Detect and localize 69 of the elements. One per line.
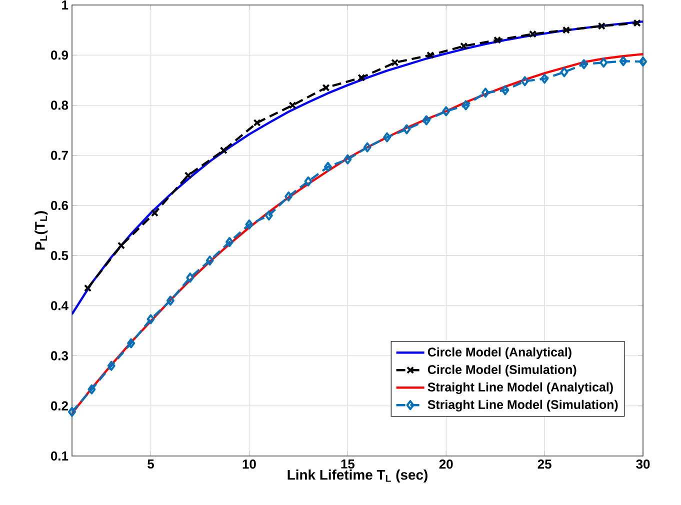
point	[146, 314, 155, 324]
point	[619, 56, 628, 66]
point	[220, 146, 228, 154]
point	[88, 384, 96, 394]
point	[84, 284, 92, 292]
x-tick-label: 10	[242, 460, 256, 469]
point	[253, 118, 261, 127]
point	[264, 210, 273, 220]
point	[358, 74, 366, 82]
point	[117, 242, 126, 250]
point	[481, 88, 490, 98]
point	[322, 84, 330, 92]
point	[304, 176, 312, 186]
y-tick-label: 1	[62, 0, 68, 10]
point	[422, 115, 430, 126]
y-tick-label: 0.2	[50, 401, 68, 410]
point	[633, 19, 641, 27]
legend-label: Straight Line Model (Analytical)	[428, 382, 613, 394]
point	[600, 58, 608, 68]
x-tick-label: 25	[538, 460, 552, 469]
y-tick-label: 0.5	[50, 250, 68, 260]
point	[460, 42, 468, 50]
point	[363, 142, 372, 152]
point	[186, 272, 194, 283]
y-tick-label: 0.8	[50, 100, 68, 110]
point	[442, 106, 450, 116]
x-tick-label: 5	[148, 460, 154, 469]
point	[166, 296, 174, 306]
point	[540, 74, 549, 84]
point	[598, 22, 606, 30]
point	[184, 172, 192, 180]
point	[284, 191, 293, 202]
y-tick-label: 0.1	[50, 451, 68, 461]
point	[391, 58, 399, 66]
legend-label: Circle Model (Analytical)	[428, 347, 572, 359]
point	[580, 59, 588, 70]
point	[68, 406, 76, 417]
x-tick-label: 20	[439, 460, 453, 469]
point	[107, 360, 116, 371]
point	[383, 132, 392, 142]
point	[245, 219, 254, 230]
x-axis-title: Link Lifetime T$_{L}$ (sec)	[288, 470, 428, 483]
point	[206, 256, 214, 266]
y-tick-label: 0.4	[50, 301, 68, 310]
point	[562, 26, 570, 34]
point	[324, 162, 332, 172]
y-tick-label: 0.9	[50, 50, 68, 60]
y-axis-title: P$_{L}$(T$_{L}$)	[34, 211, 48, 250]
legend-label: Circle Model (Simulation)	[428, 364, 576, 376]
legend-label: Striaght Line Model (Simulation)	[428, 400, 618, 412]
point	[226, 237, 234, 248]
point	[493, 36, 502, 44]
point	[501, 85, 510, 96]
y-tick-label: 0.6	[50, 200, 68, 210]
point	[639, 56, 648, 67]
point	[426, 51, 434, 59]
x-tick-label: 15	[341, 460, 354, 469]
point	[150, 209, 159, 217]
x-tick-label: 30	[636, 460, 650, 469]
point	[462, 100, 470, 110]
y-tick-label: 0.3	[50, 351, 68, 360]
point	[127, 338, 136, 348]
point	[520, 76, 529, 86]
point	[344, 154, 352, 164]
point	[528, 30, 537, 38]
y-tick-label: 0.7	[50, 150, 68, 160]
point	[402, 124, 411, 134]
point	[560, 67, 568, 78]
point	[288, 101, 296, 110]
